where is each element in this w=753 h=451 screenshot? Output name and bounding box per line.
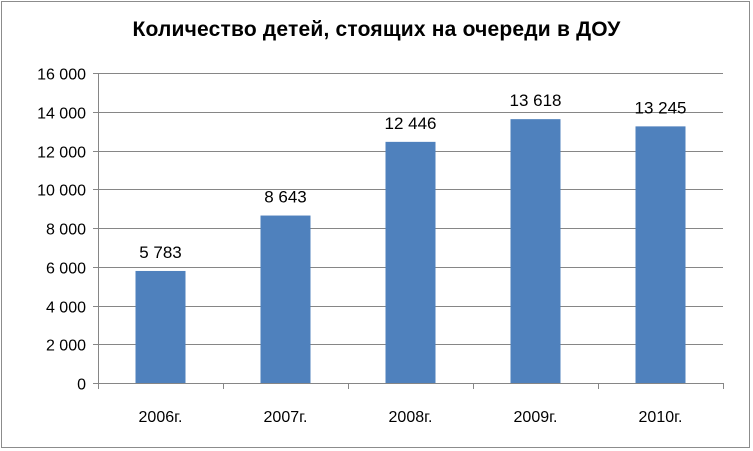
chart-title: Количество детей, стоящих на очереди в Д…: [132, 18, 621, 41]
bars: [135, 119, 686, 384]
bar-2009г.: [510, 119, 561, 384]
x-category-label: 2010г.: [639, 409, 683, 426]
labels: 0 2 000 4 000 6 000 8 000 10 000 12 000 14 000 1…: [37, 67, 686, 427]
data-label: 5 783: [139, 243, 182, 262]
data-label: 8 643: [264, 188, 307, 207]
y-tick-label: 6 000: [46, 261, 86, 278]
y-tick-label: 8 000: [46, 222, 86, 239]
y-tick-label: 10 000: [37, 183, 86, 200]
y-tick-label: 4 000: [46, 300, 86, 317]
data-label: 12 446: [385, 114, 437, 133]
x-category-label: 2007г.: [264, 409, 308, 426]
x-category-label: 2006г.: [139, 409, 183, 426]
y-tick-label: 16 000: [37, 67, 86, 84]
y-tick-label: 14 000: [37, 106, 86, 123]
data-label: 13 245: [635, 98, 687, 117]
bar-2006г.: [135, 270, 186, 383]
x-category-label: 2008г.: [389, 409, 433, 426]
x-category-label: 2009г.: [514, 409, 558, 426]
y-tick-label: 2 000: [46, 338, 86, 355]
data-label: 13 618: [510, 91, 562, 110]
y-tick-label: 12 000: [37, 145, 86, 162]
bar-2010г.: [635, 126, 686, 384]
bar-2008г.: [385, 141, 436, 383]
y-tick-label: 0: [77, 377, 86, 394]
axes: [93, 73, 724, 389]
bar-2007г.: [260, 215, 311, 383]
